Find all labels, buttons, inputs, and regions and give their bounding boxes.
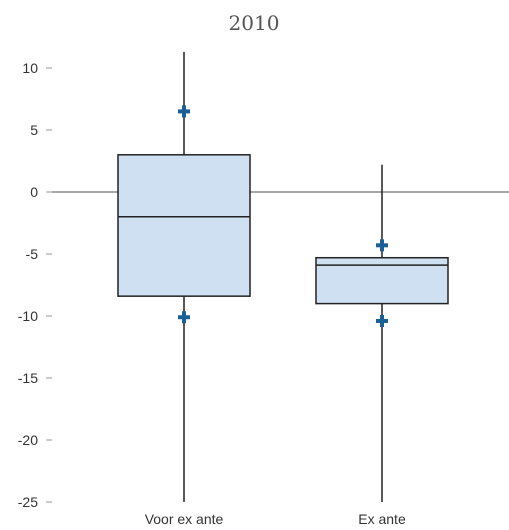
y-tick-label: -15 [18, 370, 38, 386]
x-category-label: Voor ex ante [145, 511, 224, 527]
y-tick-label: -25 [18, 494, 38, 510]
marker-point [376, 314, 388, 327]
marker-v [182, 311, 186, 324]
marker-point [178, 311, 190, 324]
y-tick-label: 0 [30, 184, 38, 200]
y-tick-label: -5 [26, 246, 39, 262]
y-tick-label: 10 [22, 60, 38, 76]
marker-v [380, 239, 384, 252]
box-2 [315, 164, 449, 502]
marker-v [380, 314, 384, 327]
chart-title: 2010 [229, 11, 280, 35]
marker-point [376, 239, 388, 252]
x-axis: Voor ex ante Ex ante [145, 511, 406, 527]
x-category-label: Ex ante [358, 511, 406, 527]
marker-point [178, 105, 190, 118]
marker-v [182, 105, 186, 118]
y-tick-label: -10 [18, 308, 38, 324]
y-axis: 10 5 0 -5 -10 -15 -20 -25 [18, 60, 52, 510]
boxes-group [117, 51, 449, 502]
y-tick-label: -20 [18, 432, 38, 448]
box-1 [117, 51, 251, 502]
y-tick-label: 5 [30, 122, 38, 138]
box-iqr [117, 154, 251, 297]
